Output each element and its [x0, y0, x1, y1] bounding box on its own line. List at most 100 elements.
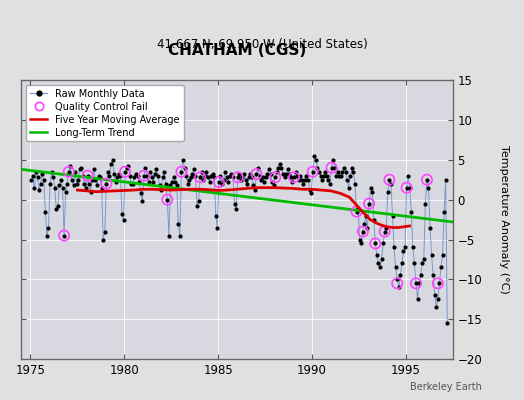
Point: [382, 224, 390, 231]
Point: [61, 188, 70, 195]
Point: [355, 236, 364, 243]
Point: [268, 179, 276, 185]
Point: [138, 198, 147, 204]
Text: Berkeley Earth: Berkeley Earth: [410, 382, 482, 392]
Point: [432, 304, 441, 310]
Point: [384, 188, 392, 195]
Point: [213, 224, 222, 231]
Point: [316, 172, 325, 179]
Point: [234, 174, 242, 180]
Point: [123, 164, 131, 171]
Point: [38, 171, 47, 177]
Point: [390, 244, 398, 251]
Point: [191, 172, 200, 179]
Point: [265, 166, 273, 172]
Point: [274, 164, 282, 171]
Point: [424, 184, 433, 191]
Point: [119, 216, 128, 223]
Point: [49, 174, 57, 180]
Point: [53, 203, 62, 209]
Point: [231, 200, 239, 207]
Point: [404, 172, 412, 179]
Point: [113, 174, 122, 180]
Point: [412, 280, 420, 286]
Point: [190, 166, 198, 172]
Point: [373, 252, 381, 259]
Point: [365, 200, 373, 207]
Point: [90, 166, 98, 172]
Title: CHATHAM (CGS): CHATHAM (CGS): [168, 43, 306, 58]
Point: [312, 156, 320, 163]
Point: [307, 190, 315, 196]
Point: [282, 171, 290, 177]
Point: [376, 264, 384, 271]
Point: [393, 280, 401, 286]
Point: [177, 168, 185, 175]
Point: [234, 174, 242, 180]
Point: [161, 180, 170, 187]
Point: [260, 179, 268, 185]
Point: [202, 168, 211, 175]
Text: 41.667 N, 69.950 W (United States): 41.667 N, 69.950 W (United States): [157, 38, 367, 51]
Point: [326, 180, 334, 187]
Point: [210, 174, 219, 180]
Point: [30, 184, 39, 191]
Point: [247, 174, 256, 180]
Point: [362, 212, 370, 219]
Point: [47, 168, 56, 175]
Point: [290, 174, 298, 180]
Point: [205, 179, 214, 185]
Point: [249, 182, 257, 188]
Point: [57, 176, 65, 183]
Point: [55, 182, 63, 188]
Point: [334, 168, 342, 175]
Point: [27, 176, 36, 183]
Point: [193, 203, 201, 209]
Point: [387, 180, 395, 187]
Point: [288, 179, 297, 185]
Point: [168, 179, 176, 185]
Point: [299, 180, 308, 187]
Point: [29, 172, 37, 179]
Point: [443, 320, 452, 326]
Point: [331, 164, 339, 171]
Point: [302, 172, 311, 179]
Point: [437, 264, 445, 271]
Point: [377, 256, 386, 263]
Point: [431, 292, 439, 298]
Point: [137, 190, 145, 196]
Point: [254, 164, 262, 171]
Point: [402, 184, 411, 191]
Point: [440, 208, 449, 215]
Point: [401, 244, 409, 251]
Point: [152, 166, 160, 172]
Point: [252, 171, 260, 177]
Point: [293, 172, 301, 179]
Point: [118, 211, 126, 217]
Point: [321, 168, 330, 175]
Point: [216, 172, 225, 179]
Point: [69, 182, 78, 188]
Point: [145, 179, 153, 185]
Point: [304, 176, 312, 183]
Point: [140, 172, 148, 179]
Point: [140, 172, 148, 179]
Point: [412, 280, 420, 286]
Point: [52, 206, 60, 212]
Point: [410, 260, 419, 267]
Point: [129, 180, 137, 187]
Point: [380, 228, 389, 235]
Point: [180, 164, 189, 171]
Point: [345, 184, 353, 191]
Point: [294, 176, 303, 183]
Point: [258, 174, 267, 180]
Point: [340, 164, 348, 171]
Point: [313, 164, 322, 171]
Point: [269, 182, 278, 188]
Point: [72, 180, 81, 187]
Point: [35, 187, 43, 193]
Point: [235, 171, 244, 177]
Point: [229, 174, 237, 180]
Point: [86, 188, 95, 195]
Point: [242, 176, 250, 183]
